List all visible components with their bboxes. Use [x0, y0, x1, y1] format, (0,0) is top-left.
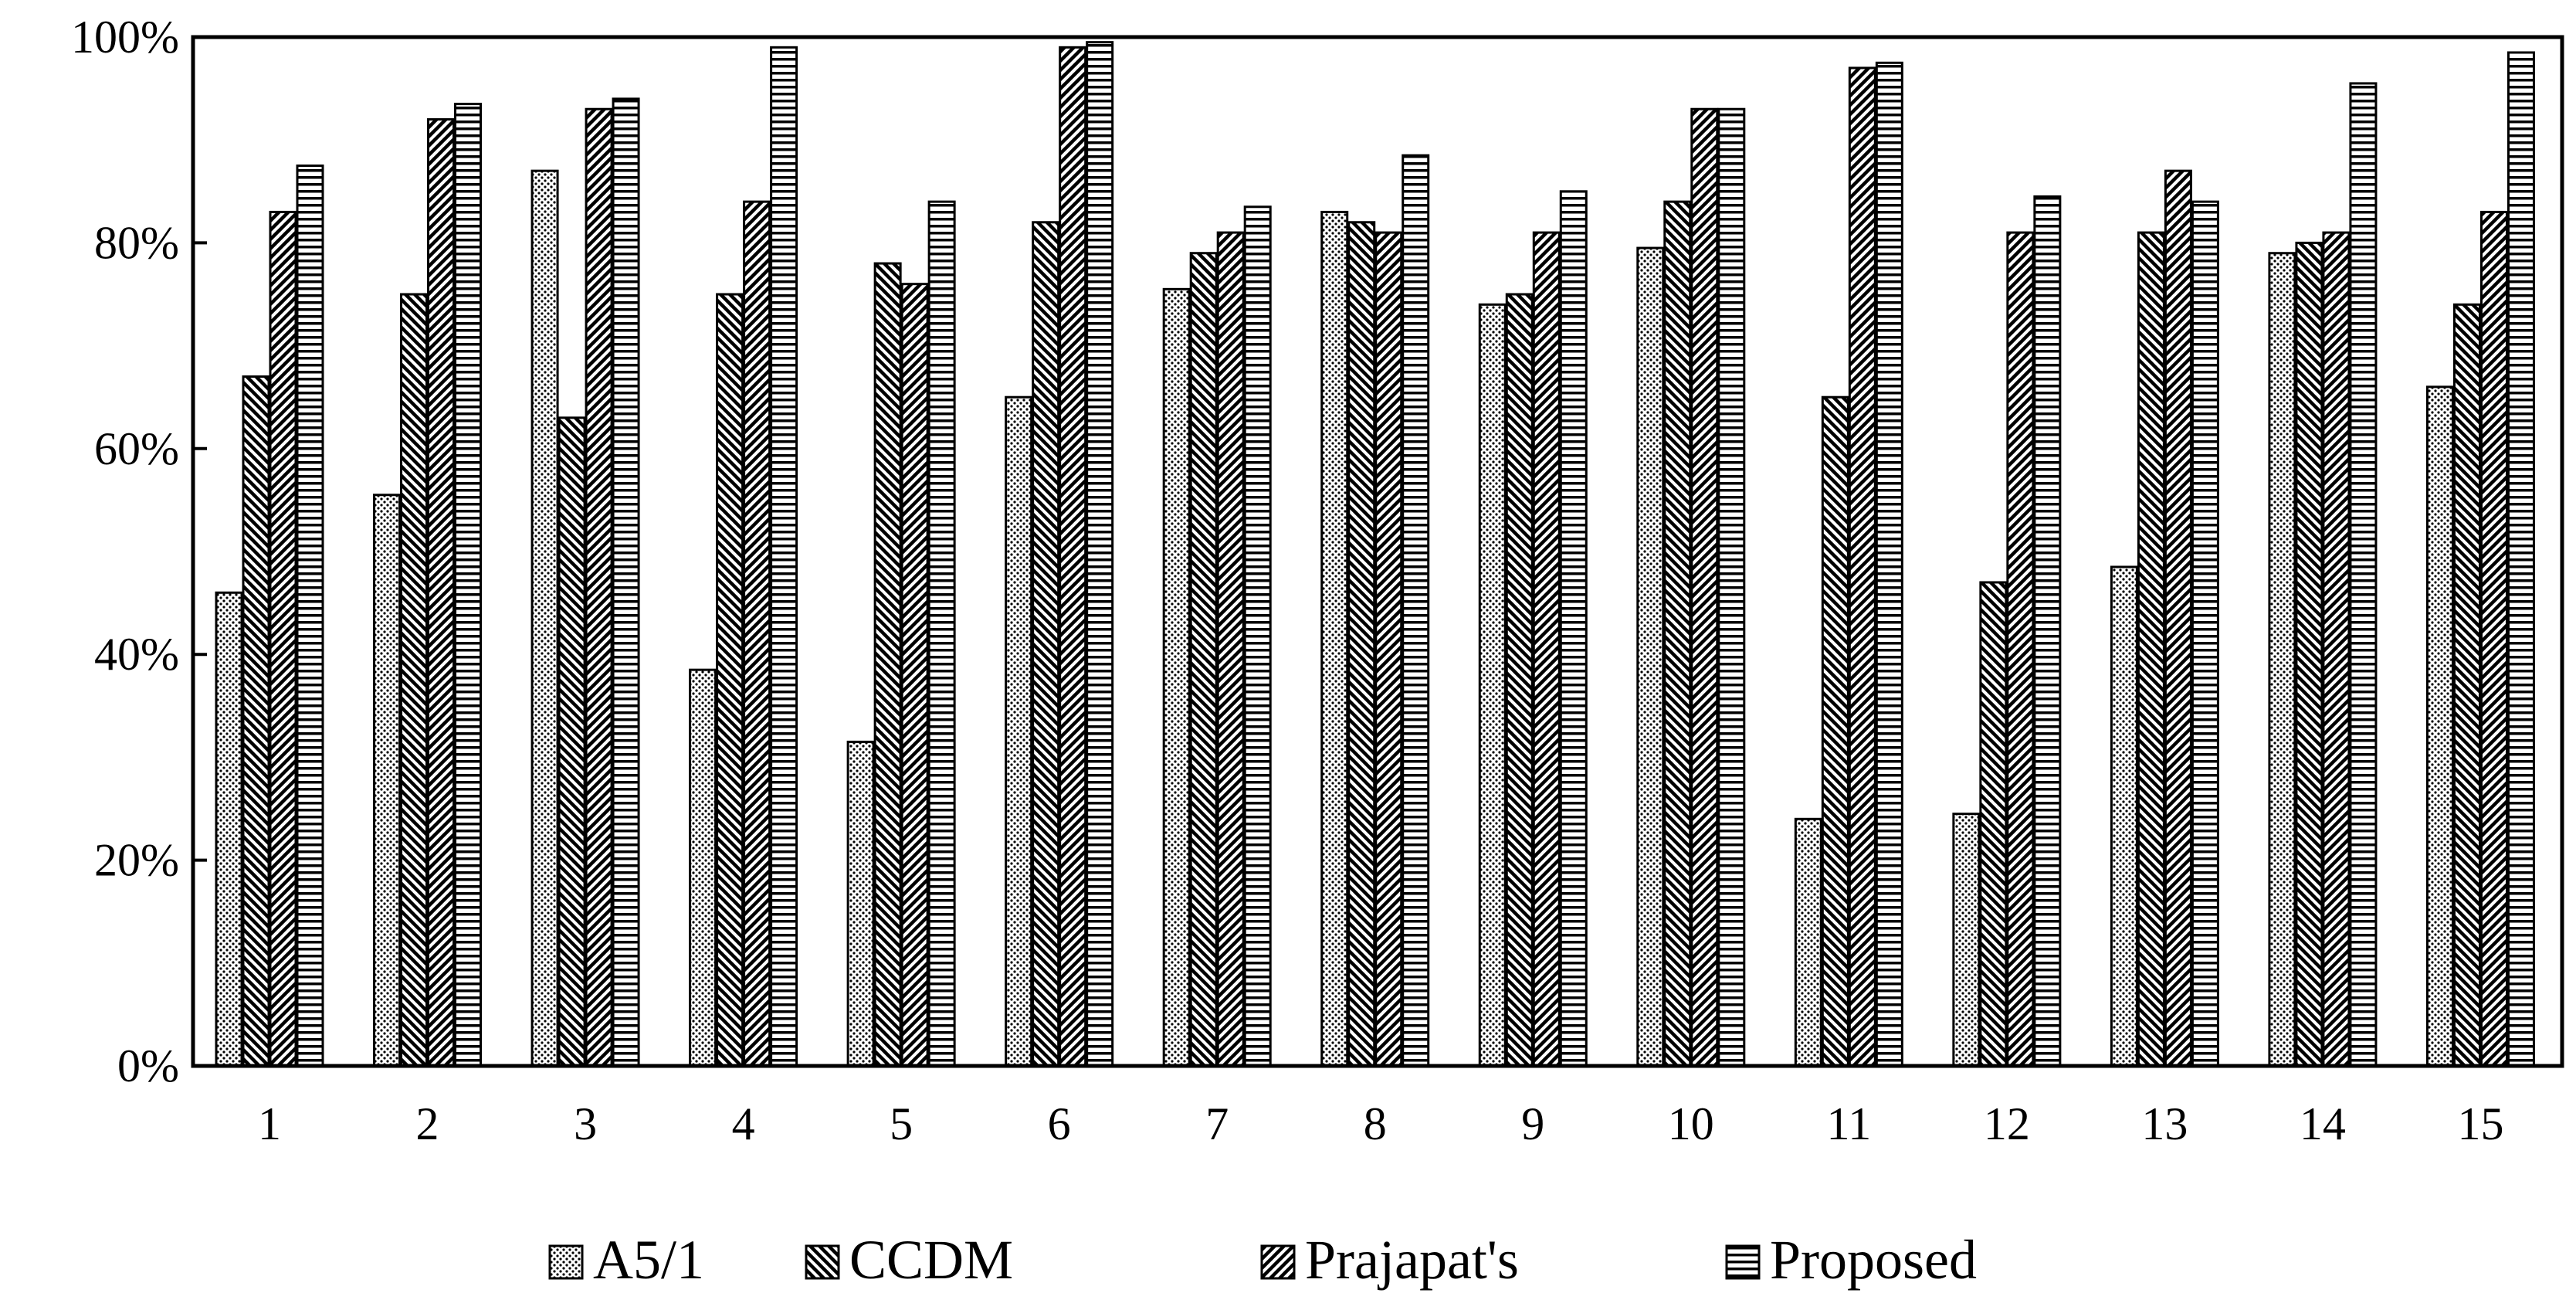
bar-proposed-13 [2191, 200, 2219, 1067]
bar-prajapats-10 [1690, 107, 1719, 1067]
bar-a51-13 [2110, 565, 2138, 1067]
bar-ccdm-7 [1189, 252, 1218, 1067]
x-tick-label: 3 [574, 1098, 597, 1149]
bar-ccdm-6 [1032, 221, 1060, 1067]
bar-a51-7 [1162, 287, 1191, 1067]
bar-proposed-7 [1243, 205, 1272, 1067]
x-tick-label: 8 [1364, 1098, 1387, 1149]
legend-label: A5/1 [593, 1229, 704, 1291]
bar-proposed-1 [296, 165, 324, 1067]
bar-prajapats-13 [2164, 169, 2192, 1067]
bar-proposed-10 [1717, 107, 1746, 1067]
y-tick-label: 0% [117, 1040, 179, 1091]
bar-a51-3 [530, 169, 559, 1067]
legend-swatch [548, 1244, 584, 1280]
bar-a51-8 [1320, 210, 1349, 1067]
x-tick-label: 11 [1826, 1098, 1871, 1149]
bar-proposed-4 [770, 46, 798, 1067]
bar-proposed-12 [2033, 195, 2062, 1067]
bar-prajapats-15 [2479, 210, 2508, 1067]
legend-label: Proposed [1770, 1229, 1977, 1291]
bar-prajapats-5 [900, 283, 929, 1067]
legend-swatch [1725, 1244, 1761, 1280]
x-tick-label: 12 [1984, 1098, 2030, 1149]
x-tick-label: 9 [1521, 1098, 1544, 1149]
bar-ccdm-12 [1979, 581, 2008, 1067]
bar-ccdm-11 [1821, 395, 1849, 1067]
bar-a51-14 [2268, 252, 2296, 1067]
x-tick-label: 5 [890, 1098, 913, 1149]
bar-a51-9 [1478, 303, 1507, 1067]
bar-prajapats-8 [1374, 231, 1403, 1067]
bar-proposed-6 [1086, 41, 1114, 1067]
bar-ccdm-15 [2452, 303, 2481, 1067]
bar-proposed-2 [454, 103, 483, 1067]
bar-proposed-3 [612, 97, 640, 1067]
bar-a51-10 [1636, 246, 1665, 1067]
x-tick-label: 13 [2141, 1098, 2188, 1149]
bar-prajapats-1 [269, 210, 297, 1067]
legend-label: Prajapat's [1305, 1229, 1519, 1291]
bar-proposed-8 [1402, 154, 1430, 1067]
bar-prajapats-14 [2322, 231, 2351, 1067]
bar-proposed-9 [1559, 190, 1588, 1067]
bar-a51-15 [2425, 385, 2454, 1067]
y-tick-label: 20% [94, 835, 179, 886]
x-tick-label: 1 [258, 1098, 281, 1149]
bar-ccdm-9 [1505, 293, 1534, 1067]
bar-proposed-15 [2507, 51, 2535, 1067]
bar-ccdm-8 [1347, 221, 1376, 1067]
bar-ccdm-13 [2137, 231, 2165, 1067]
bar-prajapats-6 [1059, 46, 1087, 1067]
bar-prajapats-7 [1216, 231, 1245, 1067]
legend-label: CCDM [849, 1229, 1013, 1291]
plot-area-frame [191, 35, 2564, 1068]
bar-a51-1 [215, 591, 243, 1067]
y-tick-label: 100% [71, 12, 179, 63]
x-tick-label: 14 [2300, 1098, 2346, 1149]
bar-ccdm-14 [2295, 241, 2323, 1067]
bar-a51-6 [1005, 395, 1033, 1067]
bar-a51-4 [689, 668, 717, 1067]
bar-ccdm-4 [716, 293, 744, 1067]
bars [215, 41, 2535, 1067]
bar-prajapats-11 [1848, 66, 1876, 1067]
bar-prajapats-4 [743, 200, 771, 1067]
y-tick-label: 40% [94, 629, 179, 680]
bar-ccdm-2 [400, 293, 429, 1067]
x-tick-label: 7 [1205, 1098, 1229, 1149]
bar-proposed-5 [927, 200, 956, 1067]
y-tick-label: 60% [94, 423, 179, 474]
bar-prajapats-9 [1532, 231, 1561, 1067]
bar-prajapats-12 [2006, 231, 2035, 1067]
bar-a51-2 [373, 494, 402, 1067]
legend: A5/1 CCDM Prajapat's Proposed [548, 1229, 1977, 1291]
bar-ccdm-5 [873, 262, 902, 1067]
x-tick-label: 2 [416, 1098, 439, 1149]
bar-a51-12 [1952, 813, 1981, 1067]
bar-a51-5 [846, 740, 875, 1067]
y-tick-label: 80% [94, 217, 179, 268]
x-tick-label: 10 [1668, 1098, 1714, 1149]
bar-ccdm-1 [242, 375, 270, 1067]
bar-proposed-14 [2349, 82, 2378, 1067]
y-axis: 0% 20% 40% 60% 80% 100% [71, 12, 207, 1091]
x-axis: 1 2 3 4 5 6 7 8 9 10 11 12 13 14 15 [258, 1098, 2503, 1149]
bar-a51-11 [1794, 817, 1822, 1067]
x-tick-label: 4 [732, 1098, 755, 1149]
bar-prajapats-2 [427, 118, 456, 1067]
legend-swatch [1260, 1244, 1296, 1280]
x-tick-label: 6 [1048, 1098, 1071, 1149]
x-tick-label: 15 [2457, 1098, 2503, 1149]
legend-swatch [805, 1244, 840, 1280]
bar-ccdm-3 [558, 416, 586, 1067]
bar-proposed-11 [1875, 61, 1903, 1067]
bar-prajapats-3 [585, 107, 613, 1067]
bar-ccdm-10 [1663, 200, 1692, 1067]
